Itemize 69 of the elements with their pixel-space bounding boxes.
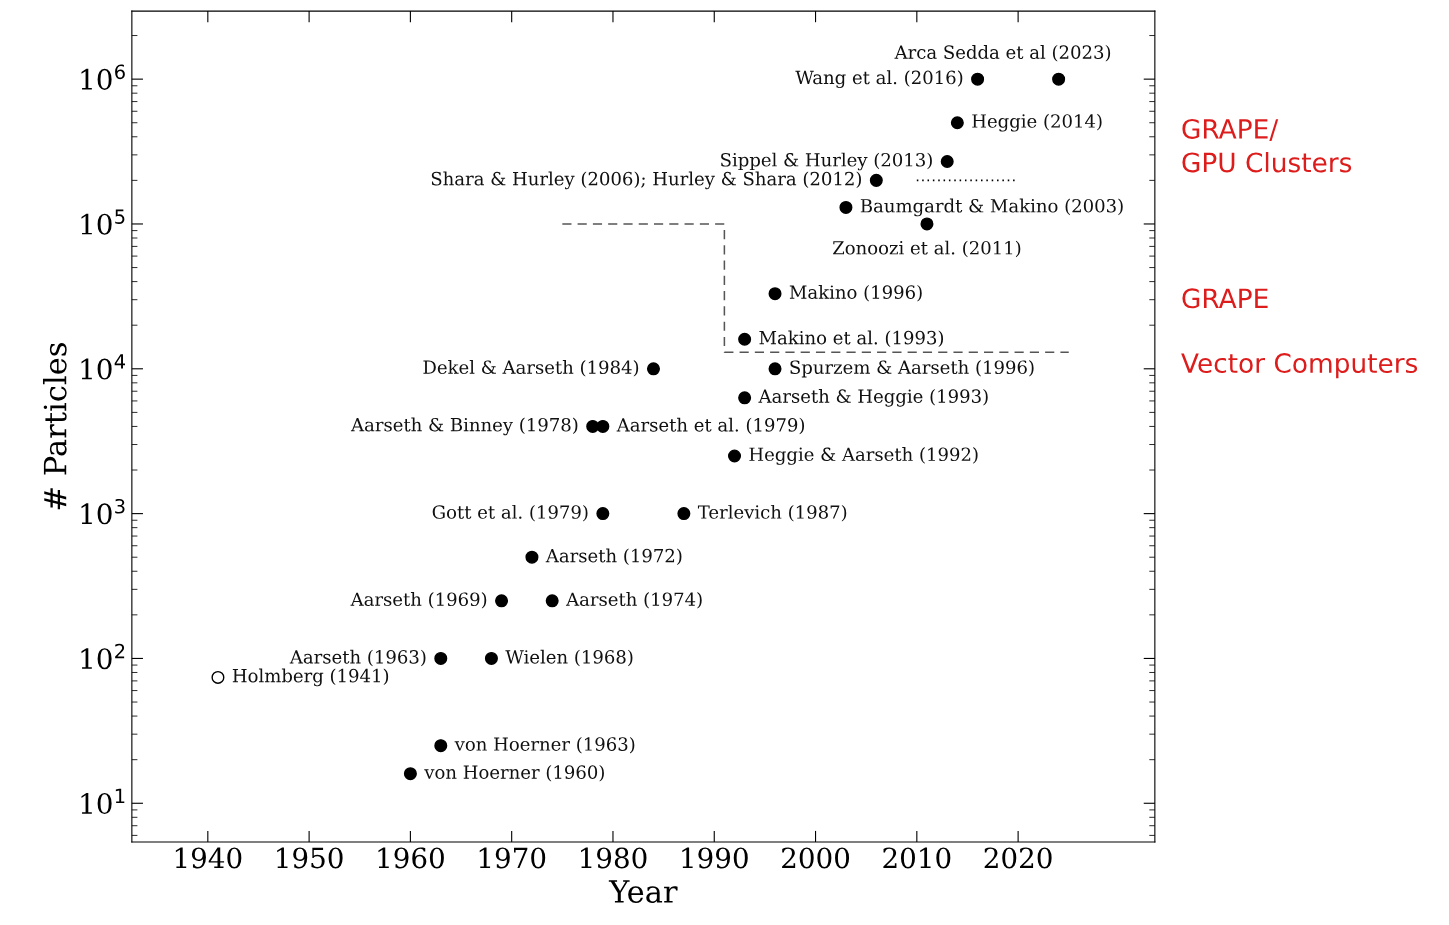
annotation: Zonoozi et al. (2011): [833, 240, 1021, 258]
point: [738, 332, 752, 346]
point: [950, 116, 964, 130]
x-tick-label: 2000: [782, 847, 850, 869]
point: [211, 670, 225, 684]
annotation: Spurzem & Aarseth (1996): [790, 360, 1034, 378]
point: [1052, 72, 1066, 86]
x-tick-label: 1970: [479, 847, 546, 869]
point: [646, 362, 660, 376]
x-tick-label: 1980: [581, 847, 647, 869]
point: [495, 594, 509, 608]
annotation: Aarseth et al. (1979): [616, 417, 805, 435]
point: [403, 767, 417, 781]
annotation: Heggie & Aarseth (1992): [749, 447, 978, 465]
annotation: von Hoerner (1963): [454, 736, 635, 754]
y-tick-label: 10$^{2}$: [81, 643, 125, 670]
text: Vector Computers: [1181, 353, 1418, 379]
point: [839, 200, 853, 214]
annotation: Dekel & Aarseth (1984): [423, 360, 639, 377]
text: GRAPE: [1182, 288, 1268, 309]
y-tick-label: 10$^{4}$: [81, 354, 125, 380]
annotation: Aarseth (1969): [350, 592, 487, 609]
point: [869, 173, 883, 187]
x-tick-label: 1940: [175, 847, 242, 869]
annotation: Baumgardt & Makino (2003): [860, 198, 1123, 217]
point: [525, 550, 539, 564]
text: GRAPE/ GPU Clusters: [1182, 118, 1352, 173]
annotation: von Hoerner (1960): [424, 764, 604, 782]
point: [545, 594, 559, 608]
annotation: Shara & Hurley (2006); Hurley & Shara (2012): [431, 171, 861, 190]
annotation: Aarseth & Heggie (1993): [758, 388, 988, 407]
point: [596, 507, 610, 521]
annotation: Makino et al. (1993): [759, 330, 944, 348]
annotation: Wielen (1968): [505, 649, 633, 667]
point: [940, 154, 954, 169]
x-axis-title: Year: [608, 880, 678, 903]
y-axis-title: # Particles: [42, 343, 67, 510]
x-tick-label: 2010: [883, 847, 951, 869]
annotation: Terlevich (1987): [697, 504, 847, 522]
y-tick-label: 10$^{6}$: [81, 64, 125, 90]
x-tick-label: 1950: [277, 847, 343, 869]
annotation: Makino (1996): [789, 284, 922, 302]
point: [434, 651, 448, 665]
annotation: Holmberg (1941): [232, 668, 389, 687]
annotation: Aarseth (1963): [289, 649, 426, 667]
x-tick-label: 1990: [682, 847, 748, 869]
point: [434, 739, 448, 753]
annotation: Gott et al. (1979): [432, 504, 588, 522]
point: [920, 217, 934, 231]
point: [596, 419, 610, 433]
x-tick-label: 1960: [378, 847, 444, 869]
point: [677, 507, 691, 521]
annotation: Aarseth (1974): [565, 592, 702, 609]
y-tick-label: 10$^{5}$: [81, 209, 125, 235]
y-tick-label: 10$^{1}$: [81, 788, 125, 815]
x-tick-label: 2020: [984, 847, 1052, 869]
annotation: Wang et al. (2016): [795, 70, 963, 89]
point: [768, 287, 782, 301]
point: [768, 362, 782, 376]
point: [728, 449, 742, 463]
point: [971, 72, 985, 86]
annotation: Heggie (2014): [972, 113, 1102, 132]
annotation: Aarseth & Binney (1978): [350, 417, 578, 436]
annotation: Aarseth (1972): [545, 548, 682, 566]
y-tick-label: 10$^{3}$: [81, 498, 125, 525]
annotation: Arca Sedda et al (2023): [894, 45, 1111, 62]
annotation: Sippel & Hurley (2013): [721, 152, 932, 171]
point: [738, 391, 752, 405]
point: [484, 651, 498, 665]
